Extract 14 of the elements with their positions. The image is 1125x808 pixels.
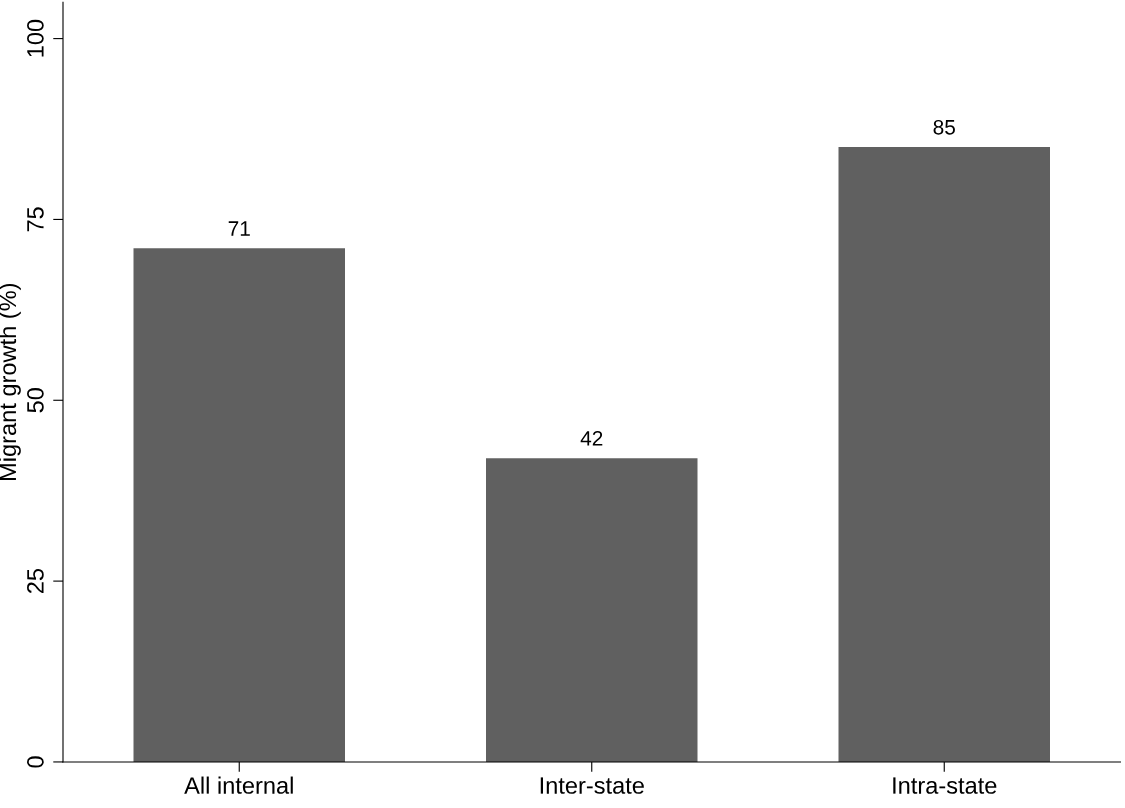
x-tick-label: Inter-state <box>540 777 644 794</box>
data-label: 71 <box>228 221 250 236</box>
data-label: 85 <box>933 119 955 135</box>
y-tick-label: 0 <box>27 756 44 768</box>
y-tick-label: 75 <box>27 207 44 232</box>
y-tick-label: 50 <box>27 388 44 413</box>
y-tick-label: 100 <box>27 19 44 57</box>
x-tick-label: All internal <box>184 776 293 794</box>
bar <box>838 147 1050 762</box>
bar <box>133 248 345 762</box>
x-tick-label: Intra-state <box>893 777 997 794</box>
y-tick-label: 25 <box>27 568 44 594</box>
bar <box>486 458 698 762</box>
data-label: 42 <box>580 430 603 446</box>
